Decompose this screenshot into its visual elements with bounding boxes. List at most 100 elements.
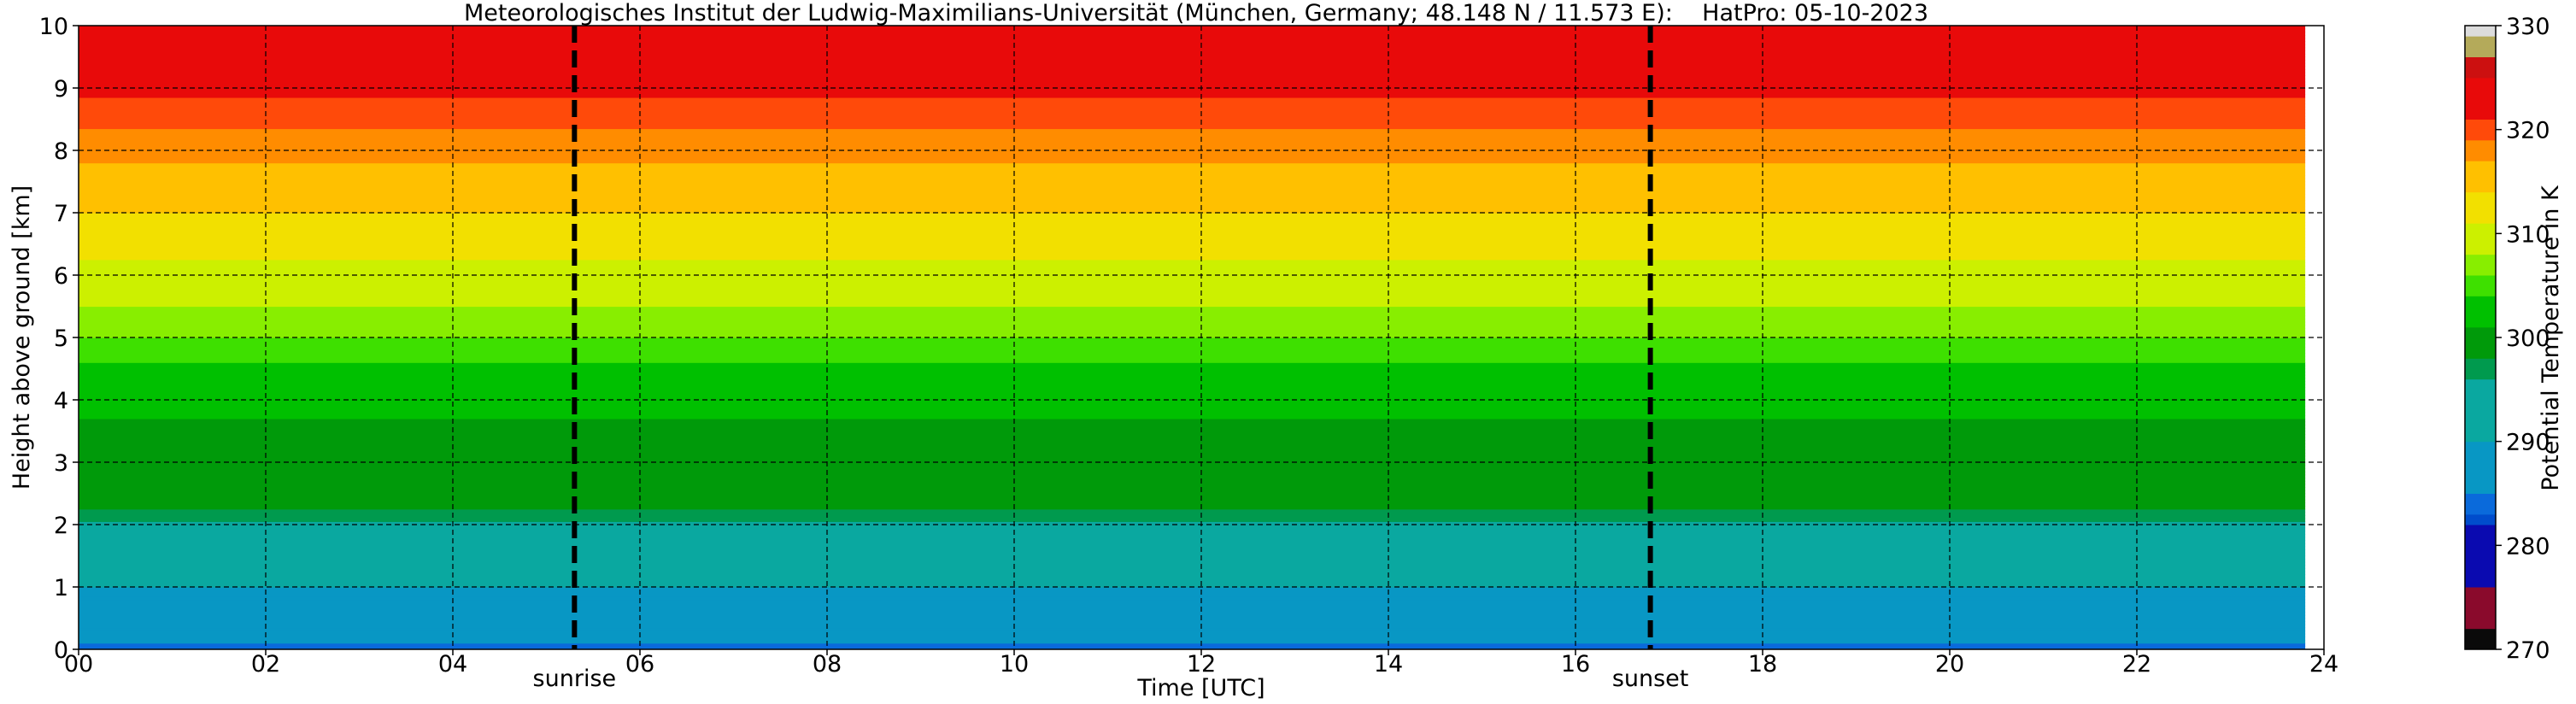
heatmap-layer	[79, 468, 2306, 472]
heatmap-layer	[79, 312, 2306, 317]
heatmap-layer	[79, 97, 2306, 102]
heatmap-layer	[79, 574, 2306, 578]
heatmap-layer	[79, 113, 2306, 117]
heatmap-layer	[79, 640, 2306, 644]
heatmap-layer	[79, 368, 2306, 373]
heatmap-layer	[79, 187, 2306, 192]
heatmap-layer	[79, 122, 2306, 126]
heatmap-layer	[79, 172, 2306, 176]
heatmap-layer	[79, 159, 2306, 164]
heatmap-layer	[79, 590, 2306, 594]
x-tick-label: 12	[1187, 651, 1216, 678]
y-tick-label: 4	[54, 388, 68, 414]
y-tick-label: 2	[54, 513, 68, 539]
heatmap-layer	[79, 238, 2306, 242]
heatmap-layer	[79, 62, 2306, 67]
heatmap-layer	[79, 602, 2306, 607]
heatmap-layer	[79, 249, 2306, 255]
heatmap-layer	[79, 608, 2306, 613]
y-tick-label: 3	[54, 450, 68, 477]
heatmap-layer	[79, 561, 2306, 566]
colorbar-label: Potential Temperature in K	[2538, 185, 2564, 491]
heatmap-layer	[79, 537, 2306, 541]
y-tick-label: 7	[54, 201, 68, 227]
heatmap-layer	[79, 38, 2306, 42]
y-tick-label: 10	[39, 14, 68, 40]
heatmap-layer	[79, 415, 2306, 419]
heatmap-layer	[79, 515, 2306, 519]
grid	[79, 26, 2324, 649]
heatmap-layer	[79, 200, 2306, 204]
heatmap-layer	[79, 150, 2306, 155]
heatmap-layer	[79, 191, 2306, 195]
heatmap-layer	[79, 47, 2306, 51]
x-tick-label: 08	[813, 651, 842, 678]
heatmap-layer	[79, 247, 2306, 251]
heatmap-layer	[79, 272, 2306, 276]
heatmap-layer	[79, 181, 2306, 185]
heatmap-layer	[79, 605, 2306, 610]
colorbar-band	[2465, 326, 2496, 359]
heatmap-layer	[79, 593, 2306, 597]
heatmap-layer	[79, 243, 2306, 248]
heatmap-layer	[79, 293, 2306, 298]
heatmap-layer	[79, 418, 2306, 423]
x-tick-label: 00	[64, 651, 93, 678]
heatmap-layer	[79, 637, 2306, 641]
heatmap-layer	[79, 546, 2306, 550]
heatmap-layer	[79, 153, 2306, 157]
heatmap-layer	[79, 365, 2306, 370]
colorbar-band	[2465, 493, 2496, 515]
heatmap-layer	[79, 337, 2306, 342]
colorbar-band	[2465, 358, 2496, 380]
heatmap-layer	[79, 378, 2306, 382]
x-tick-label: 02	[251, 651, 280, 678]
heatmap-layer	[79, 400, 2306, 404]
x-axis: 00 02 04 06 08 10 12 14 16 18 20 22 24	[64, 649, 2338, 678]
y-tick-label: 1	[54, 575, 68, 601]
heatmap-layer	[79, 315, 2306, 320]
heatmap-layer	[79, 79, 2306, 83]
heatmap-layer	[79, 512, 2306, 516]
heatmap-layer	[79, 431, 2306, 435]
heatmap-layer	[79, 266, 2306, 270]
heatmap-layer	[79, 440, 2306, 444]
heatmap-layer	[79, 290, 2306, 295]
heatmap-layer	[79, 633, 2306, 637]
sunset-label: sunset	[1612, 666, 1689, 692]
heatmap-layer	[79, 69, 2306, 73]
heatmap-layer	[79, 144, 2306, 148]
heatmap-layer	[79, 449, 2306, 454]
heatmap-layer	[79, 427, 2306, 432]
heatmap-layer	[79, 300, 2306, 304]
heatmap-layer	[79, 559, 2306, 563]
heatmap-layer	[79, 138, 2306, 142]
heatmap-layer	[79, 521, 2306, 525]
heatmap-layer	[79, 372, 2306, 376]
heatmap-layer	[79, 321, 2306, 326]
x-tick-label: 24	[2309, 651, 2338, 678]
heatmap-layer	[79, 490, 2306, 495]
y-tick-label: 6	[54, 263, 68, 290]
heatmap-layer	[79, 465, 2306, 469]
heatmap-layer	[79, 175, 2306, 179]
x-tick-label: 06	[625, 651, 654, 678]
heatmap-layer	[79, 213, 2306, 217]
heatmap-layer	[79, 493, 2306, 497]
heatmap-layer	[79, 508, 2306, 513]
heatmap-layer	[79, 100, 2306, 104]
heatmap-layer	[79, 234, 2306, 238]
heatmap-layer	[79, 259, 2306, 263]
colorbar-band	[2465, 513, 2496, 525]
heatmap-layer	[79, 443, 2306, 448]
heatmap-layer	[79, 533, 2306, 538]
colorbar-band	[2465, 628, 2496, 650]
heatmap-layer	[79, 527, 2306, 531]
heatmap-layer	[79, 471, 2306, 476]
heatmap-layer	[79, 487, 2306, 491]
heatmap-layer	[79, 219, 2306, 223]
heatmap-layer	[79, 228, 2306, 232]
x-tick-label: 10	[1000, 651, 1029, 678]
colorbar-band	[2465, 296, 2496, 328]
